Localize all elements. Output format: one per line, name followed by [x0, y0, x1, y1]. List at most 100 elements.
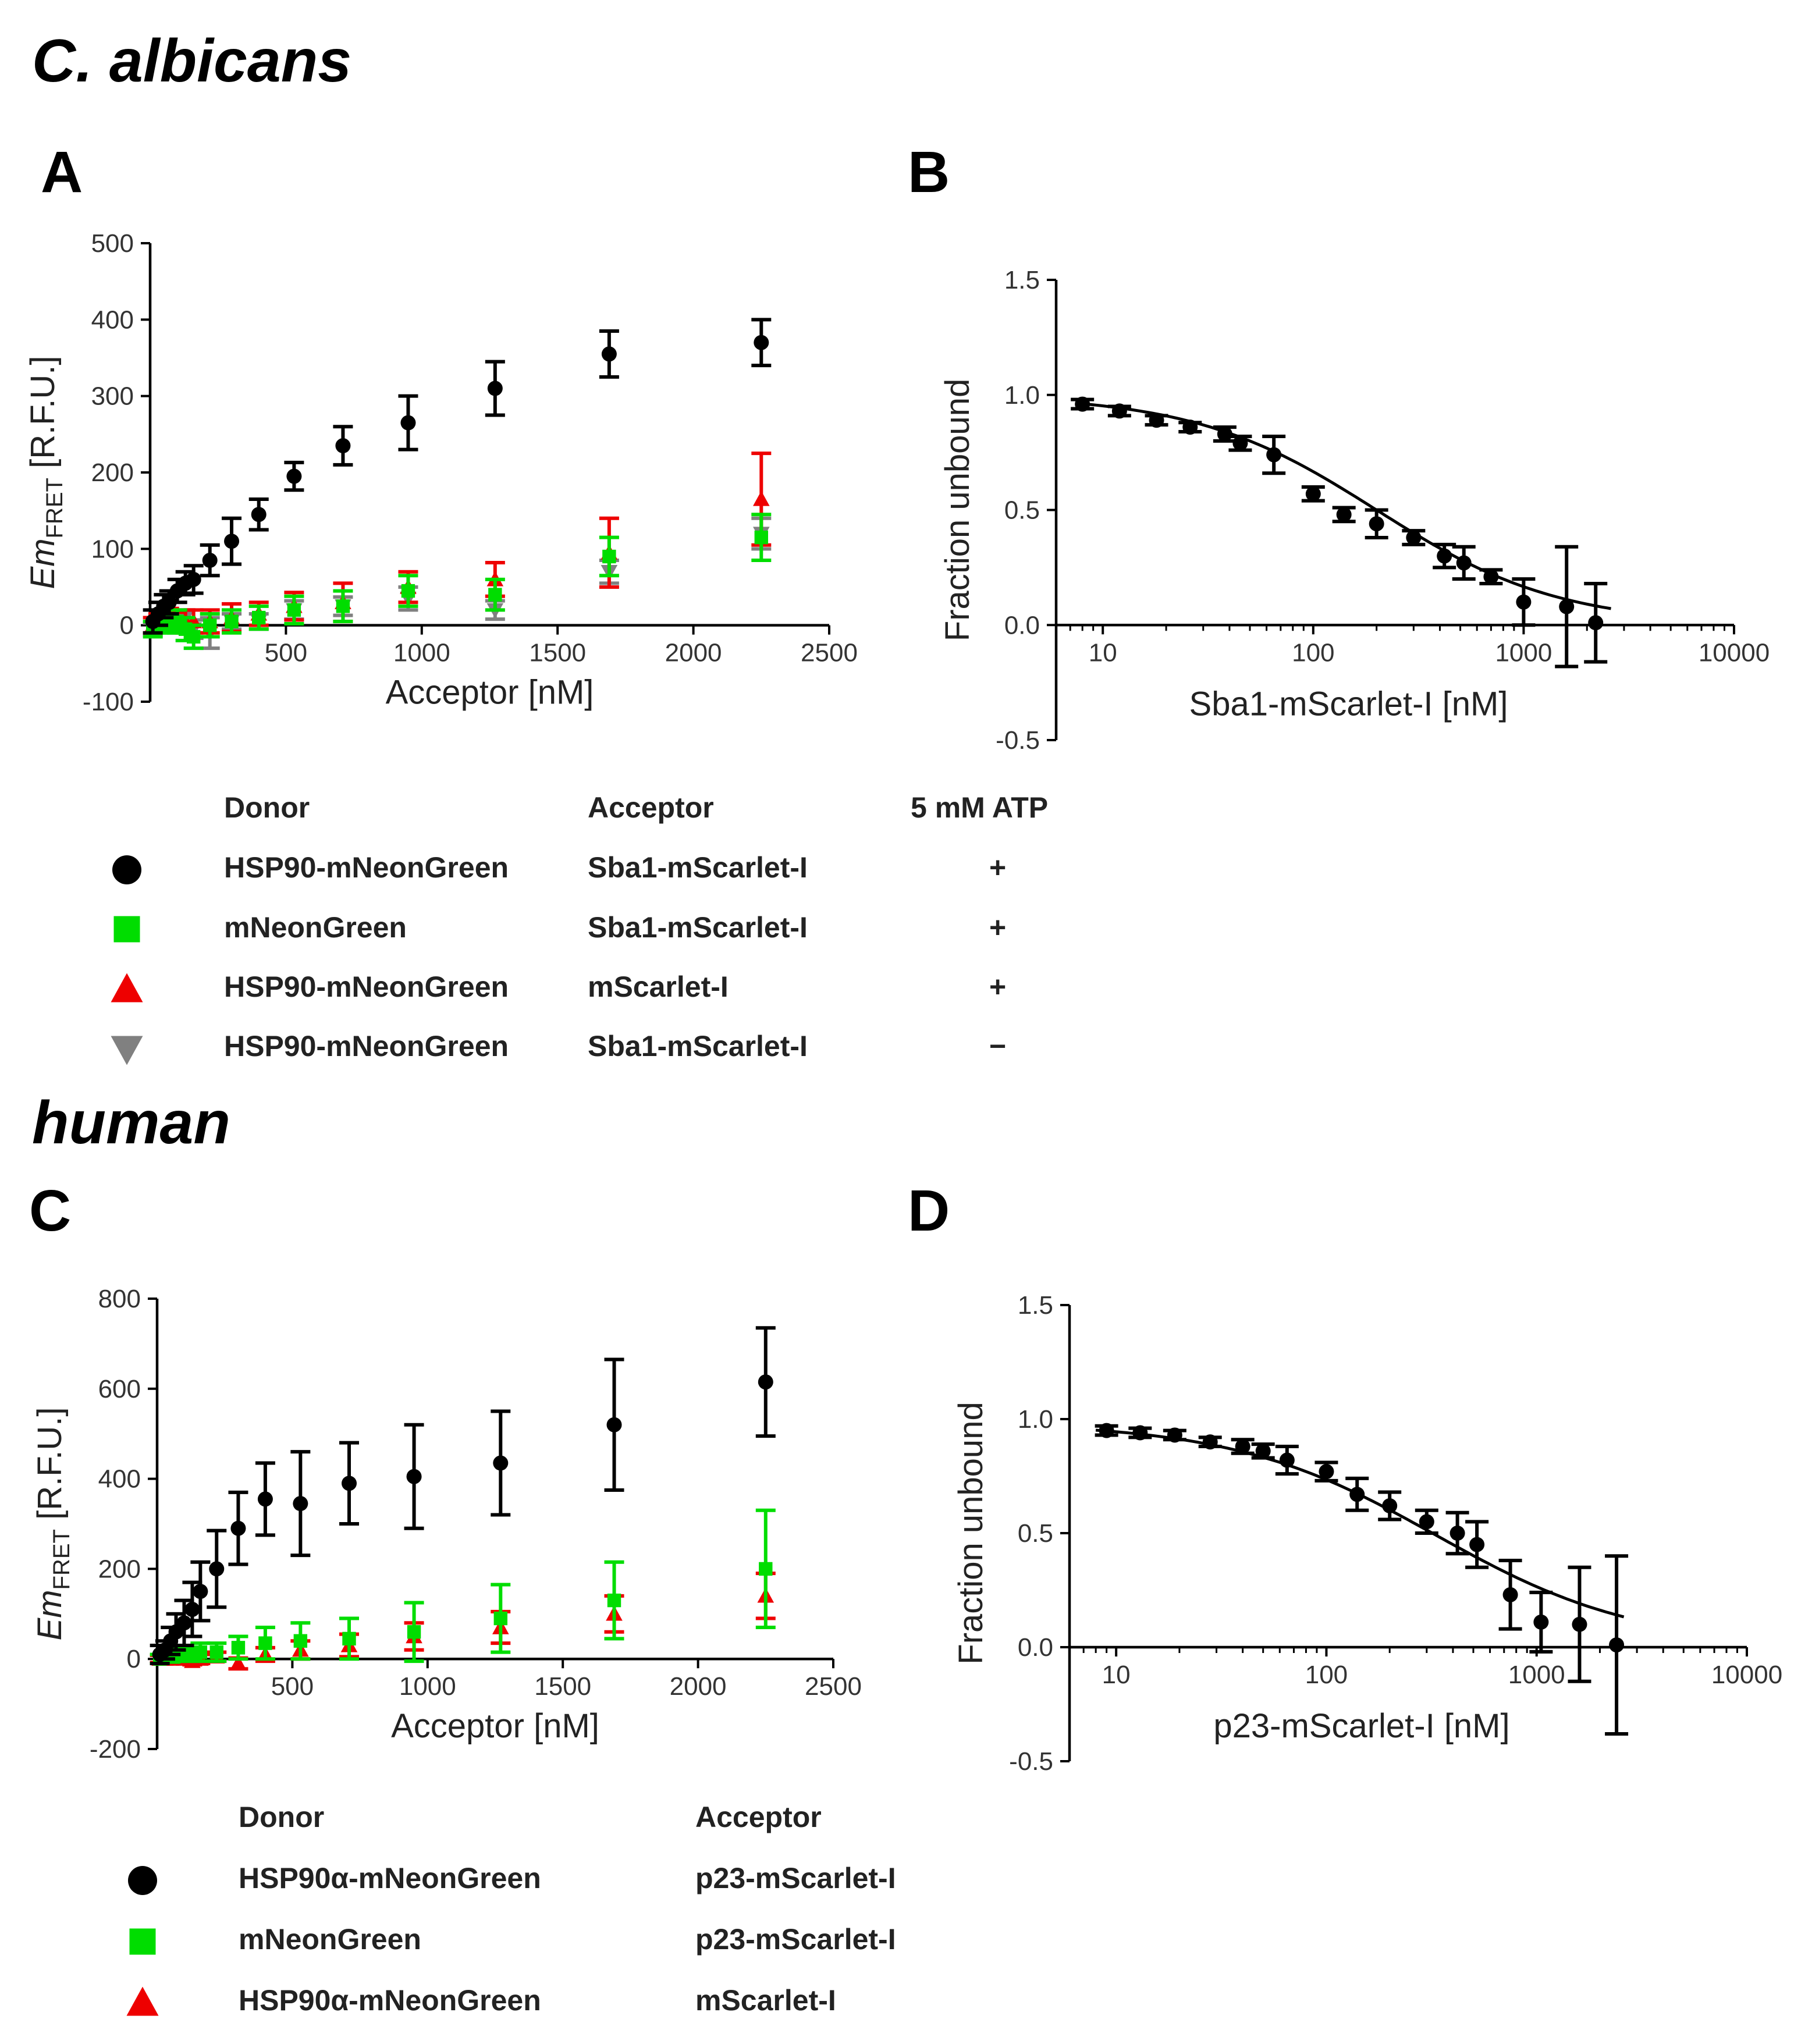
x-axis-label: Acceptor [nM]: [391, 1707, 599, 1745]
data-point: [1572, 1616, 1587, 1632]
legend-atp: +: [989, 971, 1006, 1003]
y-axis-label: Fraction unbound: [952, 1402, 990, 1664]
y-tick-label: -0.5: [1009, 1747, 1053, 1776]
data-point: [606, 1417, 622, 1432]
y-tick-label: -200: [90, 1735, 141, 1764]
data-point: [401, 584, 415, 598]
y-tick-label: 400: [91, 305, 134, 334]
y-tick-label: 0.5: [1004, 496, 1040, 525]
y-axis-label: EmFRET [R.F.U.]: [24, 356, 67, 589]
data-point: [202, 553, 218, 568]
legend-square-marker-icon: [113, 916, 140, 943]
legend-marker: [128, 1866, 157, 1895]
series-square: [150, 1508, 776, 1666]
x-tick-label: 500: [265, 639, 307, 667]
legend-donor: mNeonGreen: [224, 911, 407, 944]
data-point: [186, 571, 201, 587]
data-point: [1305, 486, 1321, 502]
y-tick-label: 200: [91, 458, 134, 487]
data-point: [225, 614, 239, 628]
series-triangle-up: [150, 1572, 776, 1671]
legend-donor: HSP90α-mNeonGreen: [239, 1984, 541, 2017]
legend-atp: +: [989, 911, 1006, 944]
data-point: [1235, 1439, 1250, 1455]
legend-atp: +: [989, 851, 1006, 884]
data-point: [335, 438, 351, 454]
panel-label-b: B: [908, 140, 950, 205]
x-tick-label: 2000: [665, 639, 722, 667]
series-circle: [150, 1326, 776, 1665]
legend-donor: HSP90-mNeonGreen: [224, 971, 509, 1003]
data-point: [758, 1374, 773, 1390]
legend-donor: mNeonGreen: [239, 1923, 421, 1956]
y-tick-label: 600: [98, 1375, 141, 1403]
data-point: [1132, 1425, 1148, 1441]
data-point: [186, 630, 201, 644]
legend-top-row: mNeonGreen Sba1-mScarlet-I +: [113, 911, 1006, 944]
x-tick-label: 2000: [670, 1672, 727, 1701]
y-tick-label: 0.0: [1018, 1633, 1053, 1662]
y-tick-label: 1.0: [1004, 381, 1040, 410]
x-tick-label: 2500: [801, 639, 858, 667]
data-point: [1202, 1434, 1218, 1450]
y-tick-label: 500: [91, 229, 134, 258]
data-point: [1255, 1443, 1271, 1459]
data-point: [1533, 1614, 1549, 1630]
chart-c: -200 0 200 400 600 800 500 1000 1500 2000 2500 Acce…: [31, 1285, 862, 1764]
data-point: [602, 549, 616, 564]
legend-bottom-row: HSP90α-mNeonGreen mScarlet-I: [126, 1984, 836, 2017]
legend-bottom: Donor Acceptor HSP90α-mNeonGreen p23-mSc…: [126, 1801, 896, 2017]
y-tick-label: 0.5: [1018, 1519, 1053, 1548]
legend-triangle-up-marker-icon: [126, 1986, 159, 2016]
y-tick-label: 0: [127, 1645, 141, 1673]
data-point: [1099, 1423, 1114, 1438]
legend-triangle-up-marker-icon: [111, 973, 143, 1003]
series-circle: [143, 318, 772, 635]
data-point: [753, 490, 770, 506]
data-point: [286, 468, 302, 484]
legend-top-header-atp: 5 mM ATP: [911, 791, 1048, 824]
chart-b: -0.5 0.0 0.5 1.0 1.5 10 100 1000 10000 Sba1-mScar…: [939, 266, 1770, 755]
legend-acceptor: Sba1-mScarlet-I: [588, 911, 808, 944]
x-tick-label: 100: [1292, 638, 1334, 667]
legend-marker: [111, 973, 143, 1003]
data-point: [176, 1615, 192, 1631]
data-point: [1469, 1537, 1485, 1552]
data-point: [407, 1625, 421, 1639]
y-axis-label: Fraction unbound: [939, 379, 976, 641]
data-point: [1167, 1427, 1182, 1443]
data-point: [400, 415, 416, 431]
data-point: [257, 1491, 273, 1507]
data-point: [1279, 1452, 1295, 1468]
data-point: [1319, 1464, 1334, 1480]
legend-top-header-donor: Donor: [224, 791, 310, 824]
x-tick-label: 1000: [399, 1672, 456, 1701]
legend-donor: HSP90-mNeonGreen: [224, 851, 509, 884]
data-point: [759, 1562, 773, 1576]
y-tick-label: 0.0: [1004, 611, 1040, 639]
data-point: [1336, 507, 1352, 522]
legend-bottom-row: mNeonGreen p23-mScarlet-I: [129, 1923, 896, 1956]
legend-atp: −: [989, 1030, 1006, 1062]
x-tick-label: 1500: [534, 1672, 591, 1701]
data-point: [1456, 555, 1472, 571]
y-tick-label: 200: [98, 1555, 141, 1583]
chart-a: -100 0 100 200 300 400 500 500 1000 1500 2000 2500 A…: [24, 229, 858, 716]
data-point: [493, 1455, 509, 1471]
data-point: [1588, 615, 1604, 631]
data-point: [231, 1641, 246, 1655]
data-point: [1406, 529, 1422, 545]
legend-top-header-acceptor: Acceptor: [588, 791, 714, 824]
data-point: [1516, 594, 1532, 610]
y-tick-label: 100: [91, 535, 134, 563]
x-axis-label: Sba1-mScarlet-I [nM]: [1189, 685, 1508, 723]
data-point: [230, 1520, 246, 1536]
legend-circle-marker-icon: [112, 855, 141, 884]
data-point: [493, 1611, 507, 1626]
legend-marker: [113, 916, 140, 943]
x-tick-label: 10000: [1699, 638, 1770, 667]
legend-bottom-row: HSP90α-mNeonGreen p23-mScarlet-I: [128, 1862, 896, 1895]
data-point: [607, 1593, 621, 1608]
series-circle: [1095, 1423, 1629, 1736]
